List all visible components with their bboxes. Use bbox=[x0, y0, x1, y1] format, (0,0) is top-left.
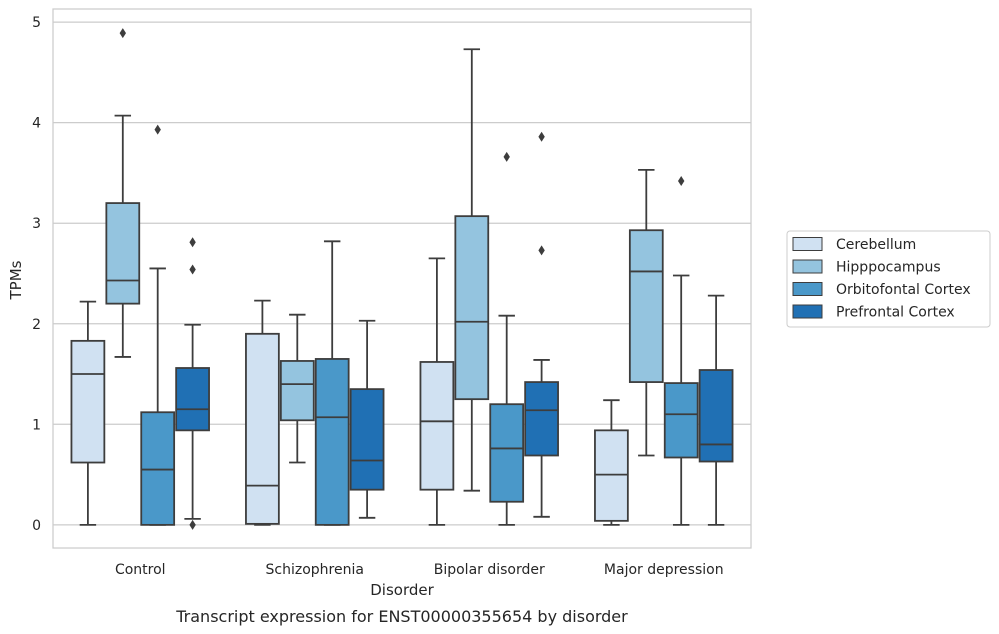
box bbox=[663, 382, 699, 459]
box bbox=[349, 388, 385, 491]
legend-swatch bbox=[792, 259, 823, 274]
legend-swatch bbox=[792, 237, 823, 251]
box-group bbox=[454, 48, 490, 492]
box-group bbox=[314, 240, 350, 526]
chart-caption: Transcript expression for ENST0000035565… bbox=[175, 607, 628, 626]
box bbox=[175, 367, 210, 432]
y-axis-label: TPMs bbox=[7, 260, 25, 300]
x-tick-label: Major depression bbox=[604, 562, 724, 578]
x-axis-label: Disorder bbox=[370, 581, 434, 599]
plot-frame bbox=[52, 8, 752, 549]
outlier-point bbox=[538, 131, 545, 142]
box bbox=[70, 339, 106, 464]
outlier-point bbox=[189, 264, 196, 275]
box bbox=[698, 369, 734, 463]
legend-label: Prefrontal Cortex bbox=[836, 305, 955, 321]
legend-frame bbox=[786, 230, 991, 328]
outlier-point bbox=[119, 28, 126, 39]
y-tick-label: 0 bbox=[32, 518, 41, 534]
legend: Cerebellum Hipppocampus Orbitofontal Corte… bbox=[786, 230, 991, 328]
legend-label: Cerebellum bbox=[836, 237, 916, 253]
box-group bbox=[698, 294, 734, 526]
outlier-point bbox=[538, 245, 545, 256]
box bbox=[628, 229, 664, 383]
y-tick-label: 5 bbox=[32, 15, 41, 31]
x-tick-labels: Control Schizophrenia Bipolar disorder Majo… bbox=[115, 562, 724, 578]
legend-swatch bbox=[792, 282, 823, 296]
box bbox=[279, 360, 315, 422]
box bbox=[419, 361, 455, 491]
box bbox=[524, 381, 559, 457]
box-group bbox=[140, 124, 176, 526]
outlier-point bbox=[189, 519, 196, 530]
y-tick-label: 2 bbox=[32, 317, 41, 333]
box-group bbox=[70, 300, 106, 526]
box bbox=[454, 215, 490, 401]
box-group bbox=[628, 168, 664, 457]
box-group bbox=[279, 313, 315, 464]
box-group bbox=[663, 175, 699, 526]
outlier-point bbox=[503, 151, 510, 162]
box bbox=[140, 411, 176, 526]
y-tick-label: 4 bbox=[32, 116, 41, 132]
y-tick-label: 1 bbox=[32, 417, 41, 433]
x-tick-label: Control bbox=[115, 562, 166, 578]
box bbox=[594, 429, 629, 522]
box-group bbox=[524, 131, 559, 518]
box-group bbox=[245, 299, 280, 526]
box-group bbox=[419, 257, 455, 526]
outlier-point bbox=[189, 237, 196, 248]
box bbox=[245, 332, 280, 525]
box-group bbox=[594, 399, 629, 526]
legend-swatch bbox=[792, 304, 823, 319]
box-group bbox=[105, 28, 141, 358]
outlier-point bbox=[154, 124, 161, 135]
box-group bbox=[489, 151, 525, 526]
x-tick-label: Bipolar disorder bbox=[434, 562, 545, 578]
box-group bbox=[175, 237, 210, 530]
legend-label: Hipppocampus bbox=[836, 260, 941, 276]
outlier-point bbox=[678, 175, 685, 186]
box bbox=[314, 358, 350, 526]
box bbox=[489, 403, 525, 503]
box-plots bbox=[70, 28, 734, 530]
y-tick-label: 3 bbox=[32, 216, 41, 232]
legend-label: Orbitofontal Cortex bbox=[836, 282, 971, 298]
x-tick-label: Schizophrenia bbox=[266, 562, 364, 578]
box-group bbox=[349, 319, 385, 519]
box bbox=[105, 202, 141, 305]
y-tick-labels: 0 1 2 3 4 5 bbox=[32, 15, 41, 534]
